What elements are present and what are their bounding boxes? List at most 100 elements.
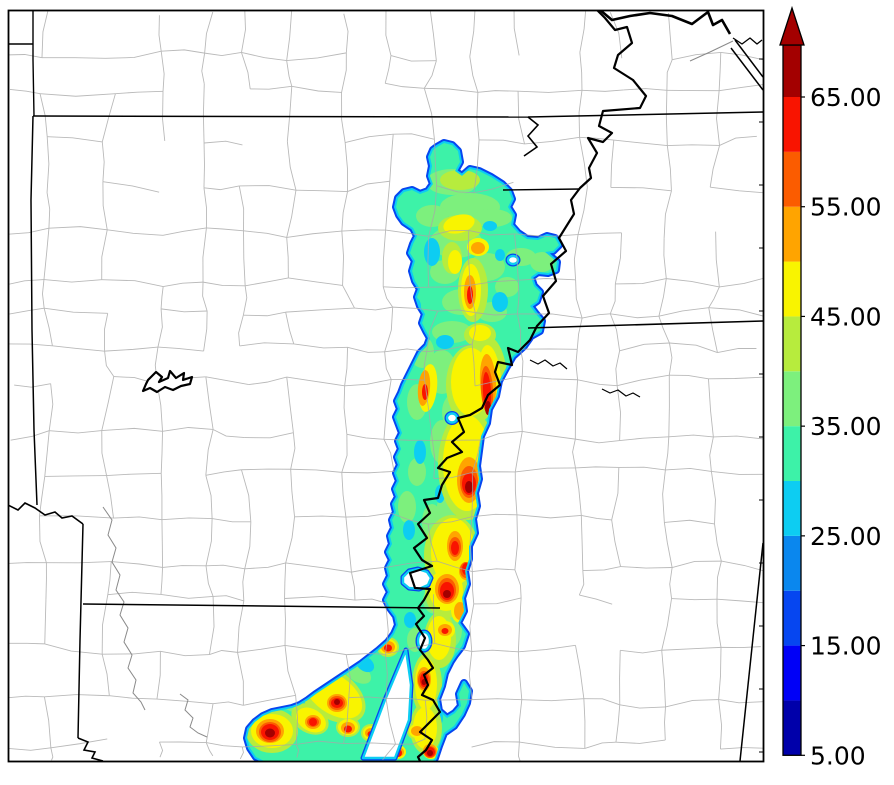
county-line (102, 181, 160, 193)
county-line (205, 742, 214, 757)
county-line (384, 55, 392, 84)
county-line (161, 519, 163, 568)
county-line (41, 57, 106, 59)
county-line (428, 185, 438, 237)
county-line (243, 694, 296, 706)
county-line (713, 435, 764, 440)
county-line (471, 741, 520, 748)
county-line (433, 139, 438, 186)
county-line (40, 93, 116, 97)
county-line (471, 649, 519, 653)
county-line (162, 565, 207, 568)
contour-patch-darkred (443, 590, 451, 598)
colorbar-band (783, 535, 801, 591)
county-line (471, 698, 522, 701)
county-line (348, 696, 387, 699)
county-line (239, 342, 294, 347)
county-line (433, 594, 436, 644)
county-line (383, 438, 433, 441)
county-line (665, 90, 668, 146)
county-line (286, 230, 342, 238)
county-line (665, 699, 719, 708)
county-line (611, 467, 620, 521)
county-line (666, 145, 672, 191)
county-line (522, 375, 578, 381)
county-boundaries (8, 10, 764, 762)
county-line (203, 185, 240, 191)
county-line (469, 516, 473, 572)
county-line (576, 318, 583, 350)
county-line (661, 650, 666, 707)
colorbar: 65.00 55.00 45.00 35.00 25.00 15.00 5.00 (779, 5, 882, 770)
county-line (518, 699, 523, 743)
county-line (519, 376, 523, 432)
state-border-line (527, 320, 764, 329)
county-line (575, 279, 583, 319)
county-line (286, 376, 294, 433)
county-line (609, 283, 616, 314)
county-line (244, 521, 252, 569)
county-line (8, 307, 45, 315)
county-line (341, 470, 395, 474)
state-border-line (8, 502, 84, 525)
county-line (295, 189, 348, 193)
county-line (44, 430, 50, 477)
hole-notch (401, 567, 433, 591)
county-line (104, 346, 159, 352)
county-line (615, 278, 667, 285)
county-line (513, 10, 520, 56)
county-line (518, 644, 576, 653)
county-line (661, 646, 722, 651)
county-line (8, 227, 50, 235)
county-line (341, 230, 344, 286)
county-line (14, 383, 51, 388)
county-line (469, 285, 476, 313)
county-line (284, 598, 286, 646)
county-line (244, 562, 286, 570)
county-line (708, 378, 714, 438)
county-line (286, 141, 297, 191)
state-border-line (739, 542, 764, 762)
map-frame (7, 9, 765, 763)
county-line (391, 378, 425, 381)
county-line (204, 52, 242, 56)
county-line (514, 431, 523, 472)
county-line (574, 379, 579, 440)
county-line (578, 570, 585, 596)
state-border-line (30, 115, 38, 506)
contour-patch-yellow (469, 325, 491, 341)
county-line (658, 307, 709, 317)
county-line (383, 439, 395, 472)
county-line (517, 741, 521, 762)
county-line (204, 140, 243, 146)
county-line (39, 515, 47, 563)
county-line (721, 560, 764, 572)
county-line (43, 228, 50, 280)
county-line (476, 92, 480, 140)
contour-patch-red (309, 718, 317, 726)
county-line (617, 374, 670, 387)
county-line (346, 653, 386, 656)
county-line (472, 471, 516, 473)
county-line (351, 572, 356, 601)
county-line (286, 190, 297, 238)
county-line (241, 469, 252, 522)
county-line (48, 383, 54, 431)
county-line (610, 313, 659, 319)
county-line (575, 467, 582, 516)
county-line (160, 650, 210, 657)
county-line (286, 376, 345, 387)
contour-patch-red (441, 628, 449, 634)
county-line (52, 345, 105, 352)
county-line (205, 376, 249, 386)
county-line (242, 568, 246, 601)
county-line (668, 342, 673, 376)
county-line (718, 647, 722, 700)
county-line (718, 699, 723, 750)
county-line (424, 700, 428, 740)
county-line (428, 284, 471, 288)
county-line (433, 472, 473, 480)
colorbar-band (783, 645, 801, 701)
county-line (343, 385, 348, 435)
county-line (582, 566, 621, 572)
